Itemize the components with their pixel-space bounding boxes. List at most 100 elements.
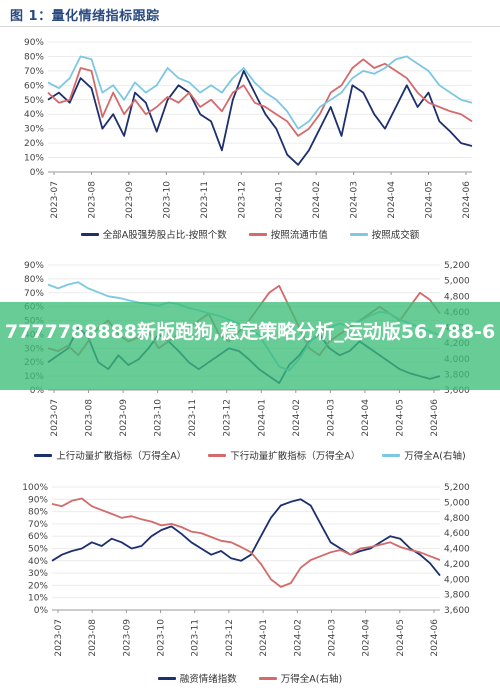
- chart-2-legend: 上行动量扩散指标（万得全A） 下行动量扩散指标（万得全A） 万得全A(右轴): [0, 448, 500, 462]
- x-tick-label: 2023-10: [154, 399, 164, 437]
- y2-tick-label: 4,800: [444, 514, 470, 524]
- y-tick-label: 0%: [30, 386, 45, 396]
- legend-swatch: [208, 453, 227, 457]
- y-tick-label: 90%: [24, 261, 44, 271]
- y-tick-label: 30%: [28, 569, 48, 579]
- legend-swatch: [382, 453, 401, 457]
- x-tick-label: 2023-08: [85, 399, 95, 437]
- x-tick-label: 2024-05: [396, 619, 406, 657]
- legend-swatch: [34, 453, 53, 457]
- y-tick-label: 80%: [28, 508, 48, 518]
- series-line: [47, 55, 473, 130]
- legend-item: 万得全A(右轴): [258, 671, 343, 685]
- y-tick-label: 60%: [24, 81, 44, 91]
- figure-title: 图 1：量化情绪指标跟踪: [10, 9, 160, 24]
- y2-tick-label: 5,200: [444, 483, 470, 493]
- x-tick-label: 2023-12: [237, 181, 247, 219]
- legend-swatch: [258, 676, 277, 680]
- y2-tick-label: 4,600: [444, 529, 470, 539]
- legend-label: 融资情绪指数: [179, 674, 237, 685]
- watermark-banner-text: 7777788888新版跑狗,稳定策略分析_运动版56.788-6: [4, 321, 496, 343]
- y-tick-label: 40%: [24, 110, 44, 120]
- x-tick-label: 2024-04: [361, 399, 371, 437]
- y-tick-label: 80%: [24, 275, 44, 285]
- x-tick-label: 2024-06: [462, 181, 472, 219]
- y2-tick-label: 4,000: [444, 575, 470, 585]
- y2-tick-label: 4,200: [444, 560, 470, 570]
- legend-item: 万得全A(右轴): [382, 448, 466, 462]
- y2-tick-label: 4,800: [444, 292, 470, 302]
- series-line: [47, 58, 473, 137]
- x-tick-label: 2023-07: [50, 181, 60, 219]
- y-tick-label: 10%: [28, 594, 48, 604]
- y-tick-label: 10%: [24, 154, 44, 164]
- x-tick-label: 2023-09: [119, 399, 129, 437]
- y2-tick-label: 5,200: [444, 261, 470, 271]
- x-tick-label: 2024-03: [327, 619, 337, 657]
- x-tick-label: 2023-12: [223, 399, 233, 437]
- legend-label: 全部A股强势股占比-按照个数: [102, 230, 227, 241]
- chart-panel-3: 0% 10% 20% 30% 40% 50% 60% 70% 80% 90% 100% 3,600 3,…: [0, 475, 500, 690]
- x-tick-label: 2024-05: [395, 399, 405, 437]
- x-tick-label: 2024-03: [326, 399, 336, 437]
- watermark-banner: [0, 302, 500, 390]
- x-tick-label: 2023-09: [122, 619, 132, 657]
- y-tick-label: 60%: [28, 532, 48, 542]
- x-tick-label: 2023-07: [54, 619, 64, 657]
- series-line: [51, 497, 441, 588]
- x-tick-label: 2024-03: [350, 181, 360, 219]
- chart-1-plot: 0% 10% 20% 30% 40% 50% 60% 70% 80% 90% 2023-07 2023…: [24, 38, 473, 219]
- y-tick-label: 50%: [24, 96, 44, 106]
- legend-label: 下行动量扩散指标（万得全A）: [230, 451, 361, 462]
- legend-swatch: [157, 676, 176, 680]
- x-tick-label: 2024-02: [293, 619, 303, 657]
- x-tick-label: 2024-04: [362, 619, 372, 657]
- y-tick-label: 70%: [24, 67, 44, 77]
- y-tick-label: 30%: [24, 125, 44, 135]
- x-tick-label: 2024-05: [425, 181, 435, 219]
- y-tick-label: 70%: [28, 520, 48, 530]
- chart-3-plot: 0% 10% 20% 30% 40% 50% 60% 70% 80% 90% 100% 3,600 3,…: [22, 483, 470, 657]
- x-tick-label: 2024-01: [257, 399, 267, 437]
- y-tick-label: 80%: [24, 52, 44, 62]
- x-tick-label: 2024-01: [275, 181, 285, 219]
- legend-label: 上行动量扩散指标（万得全A）: [56, 451, 187, 462]
- x-tick-label: 2023-12: [225, 619, 235, 657]
- y2-tick-label: 3,600: [444, 386, 470, 396]
- y2-tick-label: 3,800: [444, 591, 470, 601]
- y-tick-label: 40%: [28, 557, 48, 567]
- x-tick-label: 2023-11: [200, 181, 210, 219]
- x-tick-label: 2023-10: [162, 181, 172, 219]
- series-line: [51, 498, 441, 577]
- y2-tick-label: 4,400: [444, 545, 470, 555]
- y-tick-label: 20%: [28, 581, 48, 591]
- figure-header: 图 1：量化情绪指标跟踪: [0, 0, 500, 27]
- x-tick-label: 2024-02: [312, 181, 322, 219]
- y-tick-label: 0%: [30, 168, 45, 178]
- legend-swatch: [349, 232, 368, 236]
- y-tick-label: 90%: [28, 495, 48, 505]
- legend-item: 按照成交额: [349, 227, 419, 241]
- x-tick-label: 2023-07: [50, 399, 60, 437]
- legend-item: 融资情绪指数: [157, 671, 237, 685]
- legend-label: 万得全A(右轴): [280, 674, 343, 685]
- chart-1-legend: 全部A股强势股占比-按照个数 按照流通市值 按照成交额: [0, 227, 500, 241]
- legend-item: 按照流通市值: [248, 227, 328, 241]
- legend-item: 下行动量扩散指标（万得全A）: [208, 448, 360, 462]
- y-tick-label: 70%: [24, 289, 44, 299]
- x-tick-label: 2023-10: [157, 619, 167, 657]
- x-tick-label: 2024-01: [259, 619, 269, 657]
- x-tick-label: 2024-04: [387, 181, 397, 219]
- chart-3-legend: 融资情绪指数 万得全A(右轴): [0, 671, 500, 685]
- x-tick-label: 2023-08: [88, 619, 98, 657]
- legend-item: 全部A股强势股占比-按照个数: [80, 227, 227, 241]
- chart-panel-1: 0% 10% 20% 30% 40% 50% 60% 70% 80% 90% 2023-07 2023…: [0, 30, 500, 245]
- x-tick-label: 2023-11: [191, 619, 201, 657]
- y2-tick-label: 5,000: [444, 498, 470, 508]
- y-tick-label: 0%: [34, 606, 49, 616]
- x-tick-label: 2024-02: [292, 399, 302, 437]
- legend-label: 万得全A(右轴): [404, 451, 466, 462]
- x-tick-label: 2023-09: [125, 181, 135, 219]
- x-tick-label: 2024-06: [430, 399, 440, 437]
- legend-swatch: [80, 232, 99, 236]
